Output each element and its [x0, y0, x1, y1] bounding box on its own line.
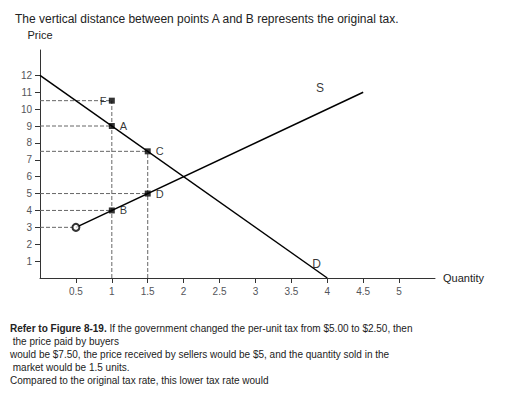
svg-text:2.5: 2.5: [213, 286, 227, 297]
svg-text:S: S: [316, 81, 324, 95]
svg-text:9: 9: [26, 121, 32, 132]
svg-text:1: 1: [26, 256, 32, 267]
svg-text:D: D: [156, 188, 164, 200]
svg-text:10: 10: [21, 104, 33, 115]
svg-text:5: 5: [396, 286, 402, 297]
svg-text:C: C: [156, 145, 164, 157]
svg-text:0.5: 0.5: [69, 286, 83, 297]
svg-text:Quantity: Quantity: [443, 272, 484, 284]
svg-text:12: 12: [21, 70, 33, 81]
svg-text:3.5: 3.5: [284, 286, 298, 297]
svg-text:3: 3: [253, 286, 259, 297]
svg-text:Refer to Figure 8-19.: Refer to Figure 8-19.: [10, 323, 107, 334]
svg-text:4: 4: [324, 286, 330, 297]
svg-text:8: 8: [26, 137, 32, 148]
svg-text:3: 3: [26, 222, 32, 233]
svg-text:If the government changed the: If the government changed the per-unit t…: [107, 323, 413, 334]
svg-text:2: 2: [181, 286, 187, 297]
svg-text:D: D: [312, 257, 321, 271]
svg-text:1: 1: [109, 286, 115, 297]
svg-text:A: A: [120, 120, 128, 132]
svg-text:Compared to the original tax r: Compared to the original tax rate, this …: [10, 375, 268, 386]
svg-text:B: B: [120, 204, 127, 216]
svg-text:The vertical distance between: The vertical distance between points A a…: [15, 12, 399, 26]
svg-text:1.5: 1.5: [141, 286, 155, 297]
svg-text:4: 4: [26, 205, 32, 216]
svg-text:4.5: 4.5: [356, 286, 370, 297]
svg-text:would be $7.50, the price rece: would be $7.50, the price received by se…: [9, 349, 390, 360]
svg-text:2: 2: [26, 239, 32, 250]
svg-text:market would be 1.5 units.: market would be 1.5 units.: [10, 362, 130, 373]
svg-text:11: 11: [22, 87, 33, 98]
svg-text:the price paid by buyers: the price paid by buyers: [10, 336, 119, 347]
svg-text:5: 5: [26, 188, 32, 199]
svg-text:6: 6: [26, 171, 32, 182]
svg-text:Price: Price: [27, 29, 52, 41]
svg-text:F: F: [100, 95, 107, 107]
svg-text:7: 7: [26, 154, 32, 165]
